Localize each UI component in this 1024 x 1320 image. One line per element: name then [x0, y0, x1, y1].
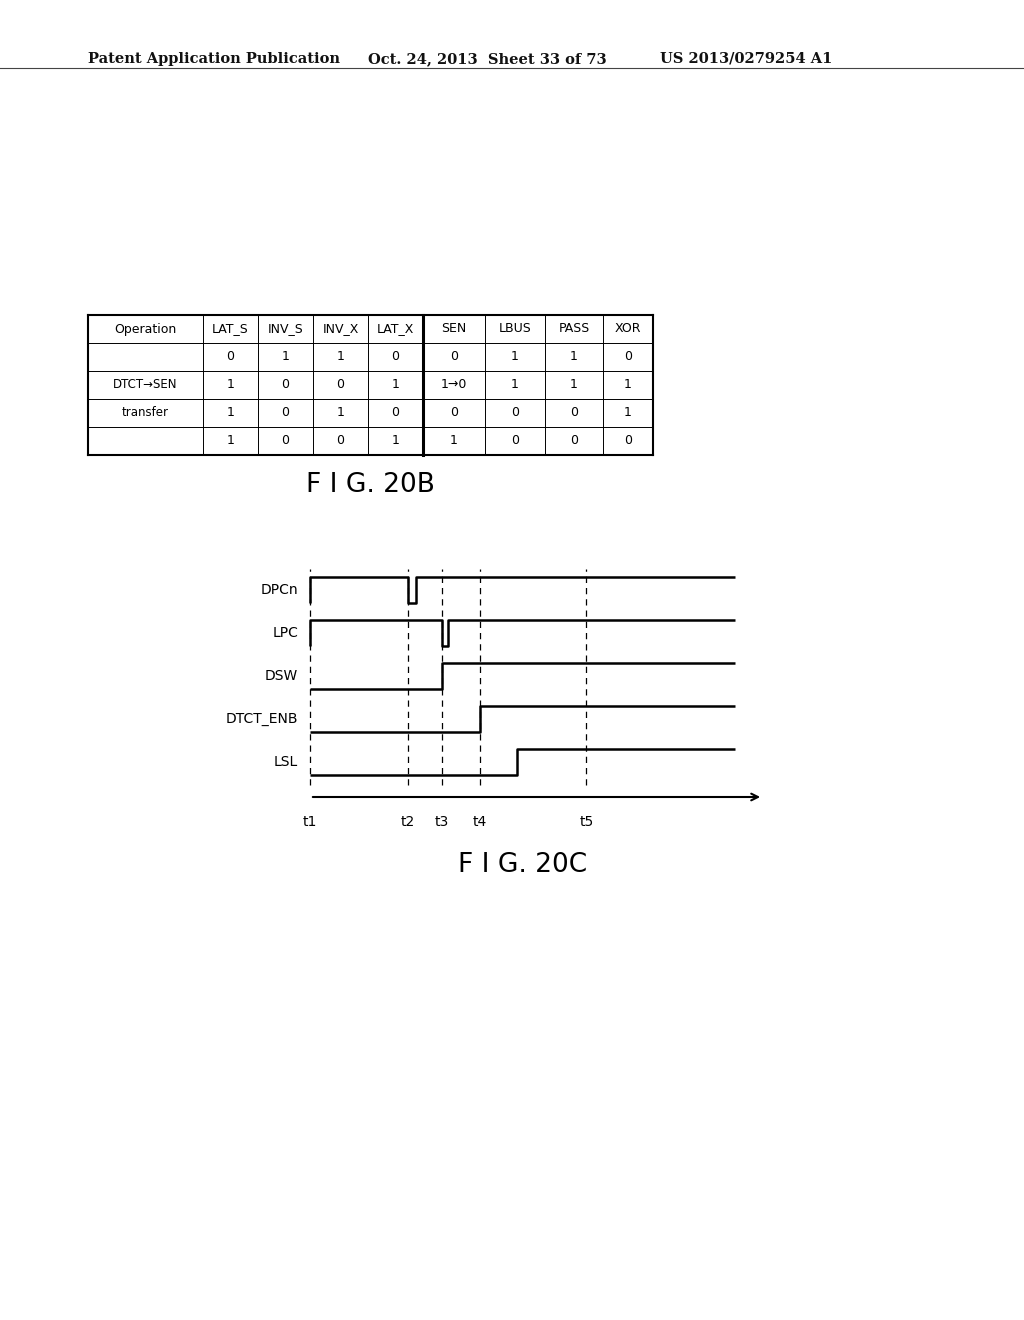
Text: XOR: XOR: [614, 322, 641, 335]
Text: t5: t5: [580, 814, 593, 829]
Text: 1: 1: [511, 379, 519, 392]
Text: LBUS: LBUS: [499, 322, 531, 335]
Text: US 2013/0279254 A1: US 2013/0279254 A1: [660, 51, 833, 66]
Text: 1: 1: [337, 351, 344, 363]
Text: LPC: LPC: [272, 626, 298, 640]
Text: 0: 0: [570, 407, 578, 420]
Text: Operation: Operation: [115, 322, 176, 335]
Text: LAT_S: LAT_S: [212, 322, 249, 335]
Text: 0: 0: [624, 434, 632, 447]
Text: 1: 1: [391, 379, 399, 392]
Text: Patent Application Publication: Patent Application Publication: [88, 51, 340, 66]
Text: 1: 1: [226, 407, 234, 420]
Text: 0: 0: [570, 434, 578, 447]
Text: F I G. 20B: F I G. 20B: [306, 473, 435, 498]
Text: 1: 1: [226, 434, 234, 447]
Text: 1: 1: [337, 407, 344, 420]
Text: 1: 1: [511, 351, 519, 363]
Text: 1: 1: [282, 351, 290, 363]
Text: 0: 0: [337, 379, 344, 392]
Text: t3: t3: [434, 814, 449, 829]
Text: 0: 0: [226, 351, 234, 363]
Text: t1: t1: [303, 814, 317, 829]
Text: DSW: DSW: [265, 669, 298, 682]
Text: 0: 0: [511, 434, 519, 447]
Text: DTCT_ENB: DTCT_ENB: [225, 711, 298, 726]
Text: t2: t2: [400, 814, 415, 829]
Text: t4: t4: [473, 814, 487, 829]
Text: DPCn: DPCn: [260, 583, 298, 597]
Text: 0: 0: [624, 351, 632, 363]
Text: INV_X: INV_X: [323, 322, 358, 335]
Text: 0: 0: [511, 407, 519, 420]
Text: INV_S: INV_S: [267, 322, 303, 335]
Text: 1: 1: [451, 434, 458, 447]
Text: 1: 1: [570, 351, 578, 363]
Text: 0: 0: [450, 407, 458, 420]
Text: 1: 1: [570, 379, 578, 392]
Text: 1: 1: [624, 407, 632, 420]
Text: 0: 0: [391, 351, 399, 363]
Text: LSL: LSL: [273, 755, 298, 770]
Text: LAT_X: LAT_X: [377, 322, 414, 335]
Text: 0: 0: [282, 434, 290, 447]
Text: 0: 0: [282, 379, 290, 392]
Text: F I G. 20C: F I G. 20C: [458, 851, 587, 878]
Text: 1: 1: [226, 379, 234, 392]
Text: 1: 1: [391, 434, 399, 447]
Text: SEN: SEN: [441, 322, 467, 335]
Text: transfer: transfer: [122, 407, 169, 420]
Text: 0: 0: [282, 407, 290, 420]
Text: DTCT→SEN: DTCT→SEN: [114, 379, 178, 392]
Text: 0: 0: [450, 351, 458, 363]
Text: 1→0: 1→0: [440, 379, 467, 392]
Text: 1: 1: [624, 379, 632, 392]
Text: 0: 0: [391, 407, 399, 420]
Text: 0: 0: [337, 434, 344, 447]
Text: PASS: PASS: [558, 322, 590, 335]
Text: Oct. 24, 2013  Sheet 33 of 73: Oct. 24, 2013 Sheet 33 of 73: [368, 51, 606, 66]
